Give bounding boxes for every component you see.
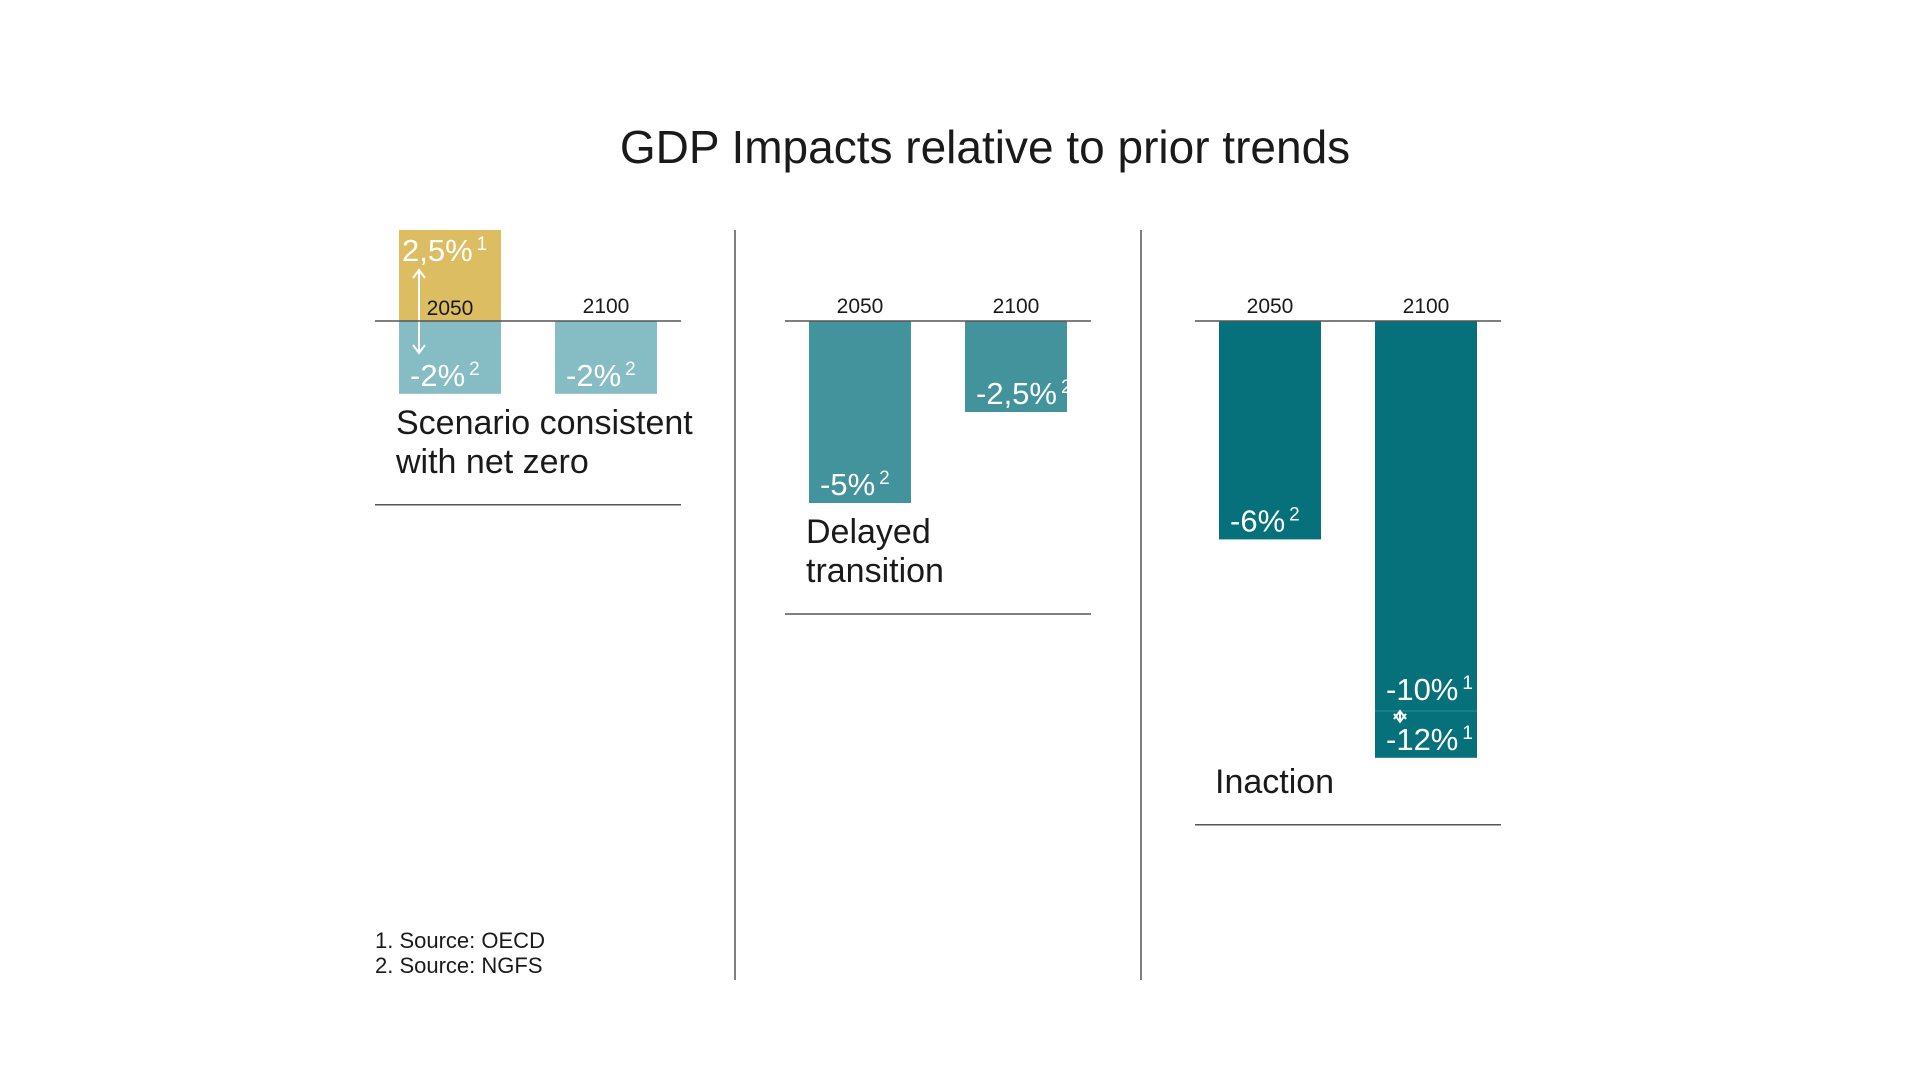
year-label-g2-2100: 2100 [1403, 295, 1450, 318]
bar-g0-2100 [555, 321, 657, 394]
year-label-g0-2100: 2100 [583, 295, 630, 318]
bar-g2-2100 [1375, 321, 1477, 758]
bar-g1-2100 [965, 321, 1067, 412]
scenario-label-0-line-0: Scenario consistent [396, 404, 693, 442]
footnote-2: 2. Source: NGFS [375, 953, 543, 978]
range-arrow-g2-2100 [1393, 709, 1407, 724]
scenario-label-0-line-1: with net zero [395, 443, 589, 481]
bar-g2-2050 [1219, 321, 1321, 540]
year-label-g1-2050: 2050 [837, 295, 884, 318]
footnote-1: 1. Source: OECD [375, 928, 545, 953]
year-label-g1-2100: 2100 [993, 295, 1040, 318]
year-label-g2-2050: 2050 [1247, 295, 1294, 318]
scenario-label-1-line-1: transition [806, 552, 944, 590]
label-g1-2100: -2,5% 2 [976, 376, 1072, 411]
bar-g1-2050 [809, 321, 911, 503]
range-arrow-g0-2050 [412, 268, 426, 355]
bar-g0-2050 [399, 321, 501, 394]
scenario-label-2-line-0: Inaction [1215, 763, 1334, 801]
scenario-label-1-line-0: Delayed [806, 513, 931, 551]
chart-title: GDP Impacts relative to prior trends [620, 121, 1350, 173]
year-label-g0-2050: 2050 [427, 297, 474, 320]
